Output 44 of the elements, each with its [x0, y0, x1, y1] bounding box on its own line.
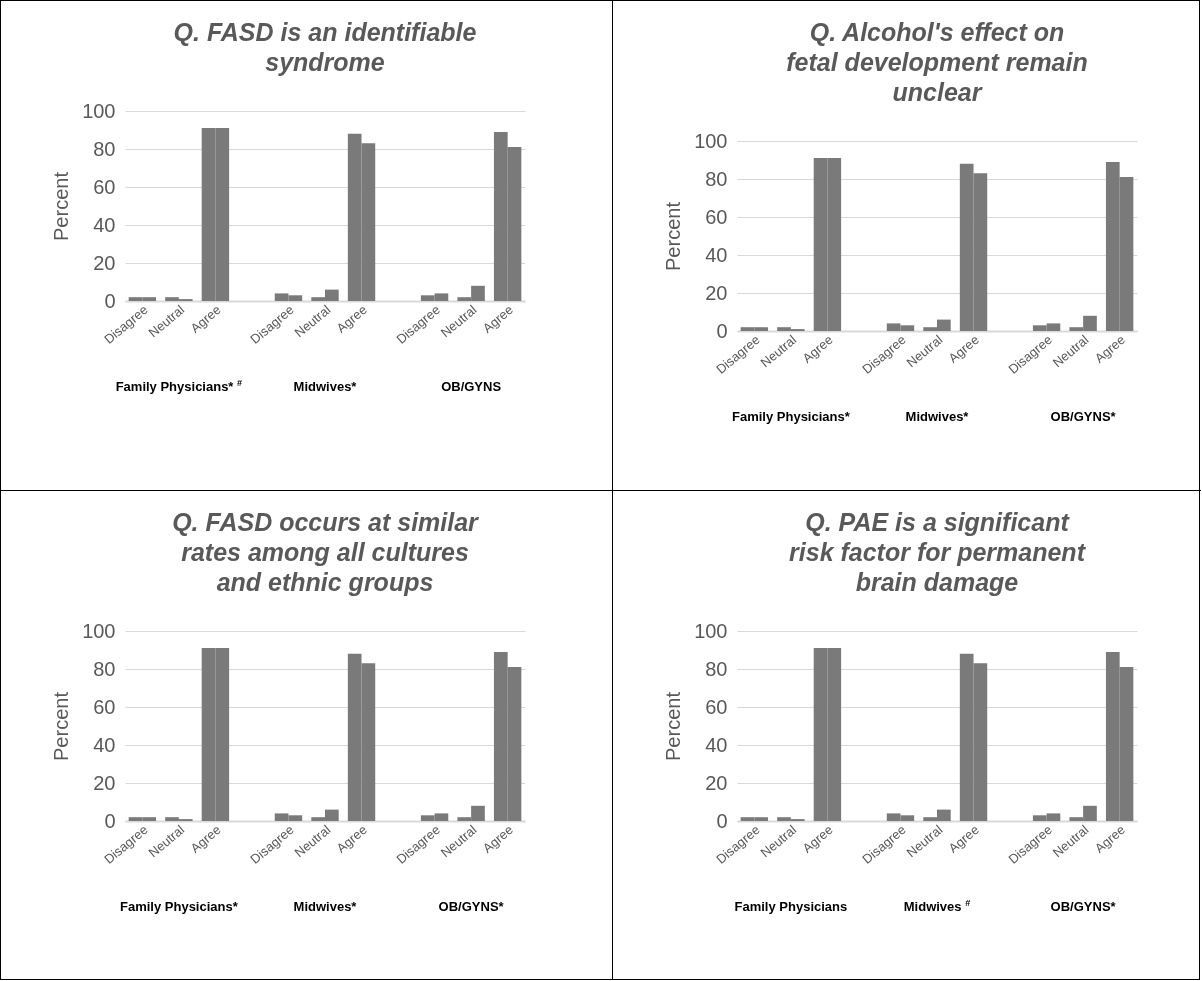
text: Family Physicians* [119, 899, 239, 914]
y-tick-label: 0 [104, 809, 116, 832]
y-axis-title: Percent [50, 691, 73, 761]
text: OB/GYNS [441, 379, 502, 394]
y-tick-label: 40 [705, 243, 728, 266]
chart-title: Q. FASD occurs at similar rates among all cultures and ethnic groups [172, 508, 480, 596]
y-tick-label: 40 [705, 733, 728, 756]
y-axis-title: Percent [662, 691, 685, 761]
text: OB/GYNS* [1050, 899, 1117, 914]
text: Family Physicians* [731, 409, 851, 424]
y-tick-label: 40 [93, 733, 116, 756]
chart-title: Q. Alcohol's effect on fetal development remain unclear [786, 18, 1088, 106]
y-tick-label: 100 [694, 129, 728, 152]
y-tick-label: 80 [93, 137, 116, 160]
y-tick-label: 60 [705, 695, 728, 718]
chart-title: Q. FASD is an identifiable syndrome [173, 18, 477, 76]
y-tick-label: 80 [705, 167, 728, 190]
y-tick-label: 0 [716, 809, 728, 832]
text: OB/GYNS* [438, 899, 505, 914]
y-tick-label: 100 [82, 99, 116, 122]
y-tick-label: 40 [93, 213, 116, 236]
y-tick-label: 80 [93, 657, 116, 680]
text: Midwives* [293, 379, 358, 394]
text: OB/GYNS* [1050, 409, 1117, 424]
y-tick-label: 60 [93, 175, 116, 198]
y-axis-title: Percent [662, 201, 685, 271]
y-tick-label: 80 [705, 657, 728, 680]
y-tick-label: 20 [93, 771, 116, 794]
y-tick-label: 100 [694, 619, 728, 642]
y-tick-label: 0 [716, 319, 728, 342]
y-tick-label: 20 [705, 771, 728, 794]
text: Family Physicians* $^{#}$ [115, 378, 243, 394]
text: Midwives* [293, 899, 358, 914]
y-tick-label: 0 [104, 289, 116, 312]
text: Family Physicians [734, 899, 848, 914]
chart-title: Q. PAE is a significant risk factor for permanent brain damage [789, 508, 1087, 596]
y-tick-label: 60 [93, 695, 116, 718]
y-axis-title: Percent [50, 171, 73, 241]
y-tick-label: 100 [82, 619, 116, 642]
text: Midwives $^{#}$ [903, 898, 971, 914]
y-tick-label: 60 [705, 205, 728, 228]
y-tick-label: 20 [93, 251, 116, 274]
y-tick-label: 20 [705, 281, 728, 304]
text: Midwives* [905, 409, 970, 424]
